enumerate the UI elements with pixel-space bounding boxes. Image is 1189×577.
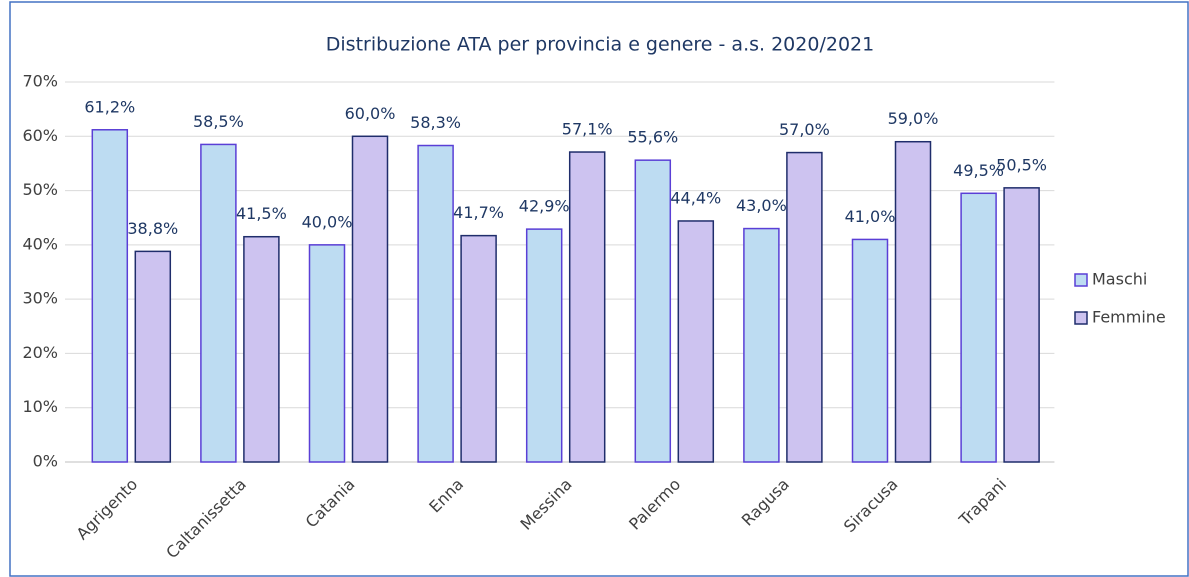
legend-label: Femmine [1092,308,1166,327]
bar [91,129,129,463]
data-label: 55,6% [627,128,678,147]
data-label: 41,7% [453,203,504,222]
bar [417,144,454,463]
data-label: 38,8% [127,219,178,238]
bar [786,151,823,463]
y-tick-label: 60% [22,126,58,145]
y-tick-label: 20% [22,343,58,362]
y-tick-label: 50% [22,180,58,199]
bar [200,143,237,463]
legend-swatch [1074,311,1088,325]
bar [351,135,389,463]
data-label: 41,5% [236,204,287,223]
y-tick-label: 10% [22,397,58,416]
bar [634,159,672,463]
data-label: 42,9% [519,197,570,216]
bar [308,244,346,463]
y-tick-label: 30% [22,289,58,308]
bar [568,151,606,463]
data-label: 61,2% [84,97,135,116]
data-label: 58,3% [410,113,461,132]
bar [1003,187,1040,463]
bar [134,250,172,463]
y-tick-label: 0% [33,452,58,471]
bar [960,192,997,463]
bar [460,234,497,463]
legend-swatch [1074,273,1088,287]
bar [743,227,780,463]
data-label: 58,5% [193,112,244,131]
bar [894,140,932,463]
y-tick-label: 70% [22,72,58,91]
data-label: 50,5% [996,155,1047,174]
data-label: 59,0% [888,109,939,128]
bar [243,235,280,463]
legend-label: Maschi [1092,270,1147,289]
data-label: 49,5% [953,161,1004,180]
data-label: 43,0% [736,196,787,215]
bar [525,228,563,463]
bar [851,238,889,463]
y-tick-label: 40% [22,234,58,253]
chart-title: Distribuzione ATA per provincia e genere… [326,34,874,56]
data-label: 44,4% [670,188,721,207]
data-label: 40,0% [302,212,353,231]
data-label: 60,0% [345,104,396,123]
bar [677,220,715,463]
data-label: 41,0% [845,207,896,226]
data-label: 57,0% [779,120,830,139]
data-label: 57,1% [562,120,613,139]
